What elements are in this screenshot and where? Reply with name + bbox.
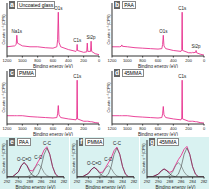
html-text:45MMA: 45MMA xyxy=(159,139,177,145)
svg-text:1200: 1200 xyxy=(8,126,12,131)
svg-text:1000: 1000 xyxy=(123,58,133,63)
svg-text:Counts s⁻¹(CPS): Counts s⁻¹(CPS) xyxy=(141,143,146,174)
html-text:PMMA: PMMA xyxy=(18,70,34,76)
svg-text:600: 600 xyxy=(50,58,57,63)
svg-text:290: 290 xyxy=(85,179,92,184)
html-text:Uncoated glass: Uncoated glass xyxy=(18,2,54,8)
svg-text:282: 282 xyxy=(201,179,202,184)
html-text:e: e xyxy=(10,138,14,145)
svg-text:290: 290 xyxy=(15,179,22,184)
svg-text:800: 800 xyxy=(139,58,146,63)
html-text:f: f xyxy=(80,138,83,145)
svg-text:282: 282 xyxy=(131,179,138,184)
svg-text:286: 286 xyxy=(38,179,45,184)
html-text:PAA: PAA xyxy=(18,139,29,145)
svg-text:O1s: O1s xyxy=(159,29,168,34)
svg-text:284: 284 xyxy=(189,179,196,184)
svg-text:400: 400 xyxy=(170,58,177,63)
svg-text:286: 286 xyxy=(178,179,185,184)
svg-text:284: 284 xyxy=(49,179,56,184)
svg-text:800: 800 xyxy=(139,126,146,131)
svg-text:Counts s⁻¹(CPS): Counts s⁻¹(CPS) xyxy=(106,14,111,45)
svg-text:Counts s⁻¹(CPS): Counts s⁻¹(CPS) xyxy=(71,143,76,174)
svg-text:292: 292 xyxy=(8,179,11,184)
svg-text:1000: 1000 xyxy=(18,126,28,131)
svg-text:0: 0 xyxy=(98,126,101,131)
html-text:d: d xyxy=(115,69,120,76)
svg-text:O-C=O: O-C=O xyxy=(17,157,32,162)
svg-text:200: 200 xyxy=(80,126,87,131)
svg-text:Si2p: Si2p xyxy=(87,35,97,40)
svg-text:200: 200 xyxy=(80,58,87,63)
svg-text:400: 400 xyxy=(65,58,72,63)
svg-text:600: 600 xyxy=(50,126,57,131)
svg-text:Binding energy (eV): Binding energy (eV) xyxy=(156,185,196,189)
html-text:45MMA: 45MMA xyxy=(124,70,142,76)
svg-text:O-C=O: O-C=O xyxy=(87,161,102,166)
svg-text:C-C: C-C xyxy=(43,141,52,146)
svg-text:800: 800 xyxy=(34,126,41,131)
svg-text:292: 292 xyxy=(74,179,81,184)
html-text:PAA: PAA xyxy=(124,2,134,8)
html-text:a: a xyxy=(10,1,14,8)
svg-text:200: 200 xyxy=(185,58,192,63)
svg-text:1200: 1200 xyxy=(8,58,12,63)
svg-text:1200: 1200 xyxy=(108,58,118,63)
svg-text:0: 0 xyxy=(98,58,101,63)
svg-text:292: 292 xyxy=(144,179,151,184)
svg-text:200: 200 xyxy=(185,126,192,131)
svg-text:C1s: C1s xyxy=(178,74,187,79)
svg-text:C1s: C1s xyxy=(73,38,82,43)
html-text:PMMA: PMMA xyxy=(87,139,103,145)
svg-text:400: 400 xyxy=(170,126,177,131)
svg-text:290: 290 xyxy=(155,179,162,184)
html-text:c: c xyxy=(10,69,14,76)
svg-text:O1s: O1s xyxy=(54,6,63,11)
html-text:b: b xyxy=(115,1,120,8)
html-text:g: g xyxy=(150,138,155,145)
svg-text:288: 288 xyxy=(26,179,33,184)
svg-text:800: 800 xyxy=(34,58,41,63)
svg-text:C-C: C-C xyxy=(113,141,122,146)
svg-text:C1s: C1s xyxy=(178,6,187,11)
svg-text:Counts s⁻¹(CPS): Counts s⁻¹(CPS) xyxy=(106,82,111,113)
svg-text:Binding energy (eV): Binding energy (eV) xyxy=(138,132,178,136)
svg-text:C1s: C1s xyxy=(73,74,82,79)
svg-text:284: 284 xyxy=(119,179,126,184)
svg-text:286: 286 xyxy=(108,179,115,184)
svg-text:Binding energy (eV): Binding energy (eV) xyxy=(16,185,56,189)
svg-text:400: 400 xyxy=(65,126,72,131)
svg-text:C-O: C-O xyxy=(34,155,43,160)
svg-text:Binding energy (eV): Binding energy (eV) xyxy=(33,132,73,136)
svg-text:288: 288 xyxy=(96,179,103,184)
svg-text:Na1s: Na1s xyxy=(12,29,23,34)
svg-text:288: 288 xyxy=(166,179,173,184)
svg-text:C-O: C-O xyxy=(104,157,113,162)
svg-text:Binding energy (eV): Binding energy (eV) xyxy=(86,185,126,189)
svg-text:1000: 1000 xyxy=(18,58,28,63)
svg-text:1200: 1200 xyxy=(108,126,118,131)
svg-text:282: 282 xyxy=(61,179,68,184)
svg-text:1000: 1000 xyxy=(123,126,133,131)
svg-text:600: 600 xyxy=(155,126,162,131)
svg-text:600: 600 xyxy=(155,58,162,63)
svg-text:Si2p: Si2p xyxy=(192,44,201,49)
